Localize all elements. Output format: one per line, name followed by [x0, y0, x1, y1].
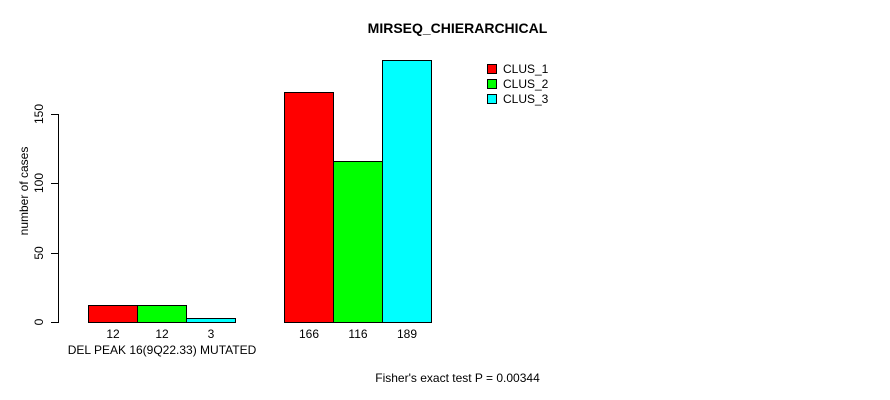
bar-value-label: 12 [106, 327, 120, 341]
y-axis-tick-label: 50 [32, 246, 46, 260]
y-axis-tick [51, 114, 58, 115]
bar-clus_2-group2 [333, 161, 383, 323]
y-axis-tick-label: 150 [32, 103, 46, 125]
legend-item-label: CLUS_2 [503, 77, 549, 91]
y-axis-tick-label: 0 [32, 318, 46, 326]
legend-item: CLUS_1 [487, 63, 548, 75]
bar-value-label: 3 [207, 327, 215, 341]
legend-swatch-icon [487, 79, 497, 89]
bar-value-label: 166 [298, 327, 320, 341]
x-group-label: DEL PEAK 16(9Q22.33) MUTATED [67, 343, 257, 357]
chart-title: MIRSEQ_CHIERARCHICAL [367, 20, 548, 36]
legend-item: CLUS_3 [487, 93, 548, 105]
legend-swatch-icon [487, 64, 497, 74]
legend-item-label: CLUS_3 [503, 92, 549, 106]
bar-value-label: 116 [348, 327, 368, 341]
bar-clus_3-group2 [382, 60, 432, 323]
bar-value-label: 12 [155, 327, 169, 341]
legend-item: CLUS_2 [487, 78, 548, 90]
legend: CLUS_1 CLUS_2 CLUS_3 [487, 63, 548, 108]
bar-clus_1-group1 [88, 305, 138, 323]
bar-clus_2-group1 [137, 305, 187, 323]
legend-swatch-icon [487, 94, 497, 104]
y-axis-tick [51, 322, 58, 323]
y-axis-line [58, 114, 59, 323]
bar-clus_1-group2 [284, 92, 334, 323]
y-axis-tick-label: 100 [32, 172, 46, 194]
y-axis-label-text: number of cases [17, 146, 31, 236]
bar-clus_3-group1 [186, 318, 236, 323]
y-axis-tick [51, 183, 58, 184]
fisher-test-annotation: Fisher's exact test P = 0.00344 [375, 371, 540, 385]
legend-item-label: CLUS_1 [503, 62, 549, 76]
bar-value-label: 189 [396, 327, 418, 341]
y-axis-tick [51, 253, 58, 254]
